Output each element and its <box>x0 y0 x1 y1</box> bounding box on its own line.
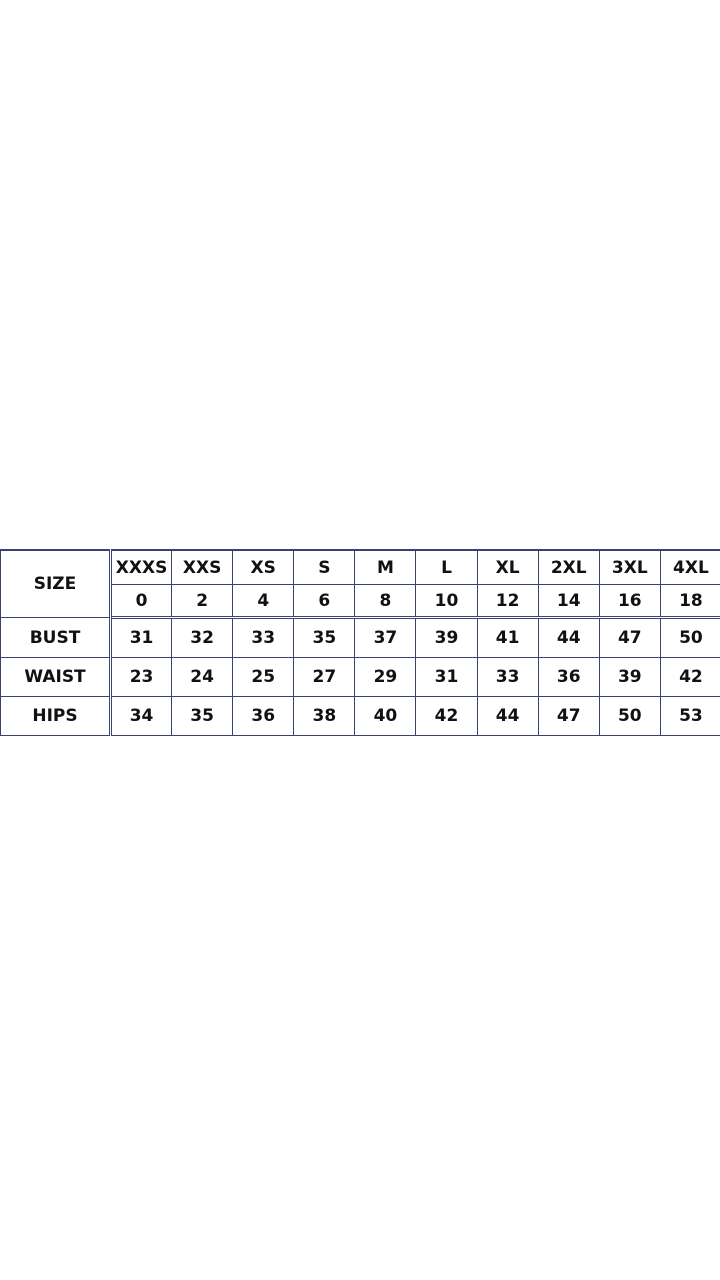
measurement-value: 53 <box>659 696 720 736</box>
measurement-value: 27 <box>293 657 356 697</box>
numeric-size-cell: 18 <box>659 584 720 619</box>
measurement-value: 40 <box>354 696 417 736</box>
size-chart-table: SIZE XXXS XXS XS S M L XL 2XL 3XL 4XL 0 2 4 6 8 10 12 14… <box>0 549 720 736</box>
measurement-value: 23 <box>109 657 173 697</box>
measurement-row-waist: WAIST 23 24 25 27 29 31 33 36 39 42 <box>0 657 720 697</box>
measurement-value: 34 <box>109 696 173 736</box>
letter-size-cell: XL <box>476 549 539 585</box>
measurement-row-bust: BUST 31 32 33 35 37 39 41 44 47 50 <box>0 617 720 658</box>
measurement-value: 24 <box>171 657 234 697</box>
numeric-size-cell: 2 <box>171 584 234 619</box>
measurement-value: 50 <box>598 696 661 736</box>
measurement-value: 39 <box>415 617 478 658</box>
size-header: SIZE <box>0 549 112 618</box>
measurement-value: 32 <box>171 617 234 658</box>
letter-size-cell: S <box>293 549 356 585</box>
measurement-value: 41 <box>476 617 539 658</box>
letter-size-cell: 3XL <box>598 549 661 585</box>
measurement-value: 36 <box>537 657 600 697</box>
numeric-size-cell: 12 <box>476 584 539 619</box>
numeric-size-row: 0 2 4 6 8 10 12 14 16 18 <box>1 584 720 619</box>
letter-size-cell: XXS <box>171 549 234 585</box>
measurement-value: 44 <box>476 696 539 736</box>
measurement-value: 37 <box>354 617 417 658</box>
letter-size-cell: XXXS <box>109 549 173 585</box>
letter-size-cell: M <box>354 549 417 585</box>
measurement-label: BUST <box>0 617 112 658</box>
measurement-value: 42 <box>659 657 720 697</box>
numeric-size-cell: 14 <box>537 584 600 619</box>
measurement-value: 29 <box>354 657 417 697</box>
measurement-value: 47 <box>598 617 661 658</box>
measurement-value: 25 <box>232 657 295 697</box>
measurement-value: 36 <box>232 696 295 736</box>
measurement-value: 42 <box>415 696 478 736</box>
measurement-value: 47 <box>537 696 600 736</box>
letter-size-row: SIZE XXXS XXS XS S M L XL 2XL 3XL 4XL <box>0 549 720 618</box>
measurement-value: 31 <box>109 617 173 658</box>
numeric-size-cell: 4 <box>232 584 295 619</box>
letter-size-cell: 2XL <box>537 549 600 585</box>
measurement-value: 31 <box>415 657 478 697</box>
measurement-label: WAIST <box>0 657 112 697</box>
measurement-value: 50 <box>659 617 720 658</box>
numeric-size-cell: 0 <box>109 584 173 619</box>
measurement-value: 35 <box>293 617 356 658</box>
numeric-size-cell: 16 <box>598 584 661 619</box>
letter-size-cell: XS <box>232 549 295 585</box>
numeric-size-cell: 6 <box>293 584 356 619</box>
numeric-size-cell: 10 <box>415 584 478 619</box>
measurement-value: 33 <box>476 657 539 697</box>
measurement-row-hips: HIPS 34 35 36 38 40 42 44 47 50 53 <box>0 696 720 736</box>
measurement-value: 44 <box>537 617 600 658</box>
letter-size-cell: L <box>415 549 478 585</box>
numeric-size-cell: 8 <box>354 584 417 619</box>
measurement-value: 33 <box>232 617 295 658</box>
measurement-value: 35 <box>171 696 234 736</box>
letter-size-cell: 4XL <box>659 549 720 585</box>
measurement-label: HIPS <box>0 696 112 736</box>
measurement-value: 38 <box>293 696 356 736</box>
measurement-value: 39 <box>598 657 661 697</box>
